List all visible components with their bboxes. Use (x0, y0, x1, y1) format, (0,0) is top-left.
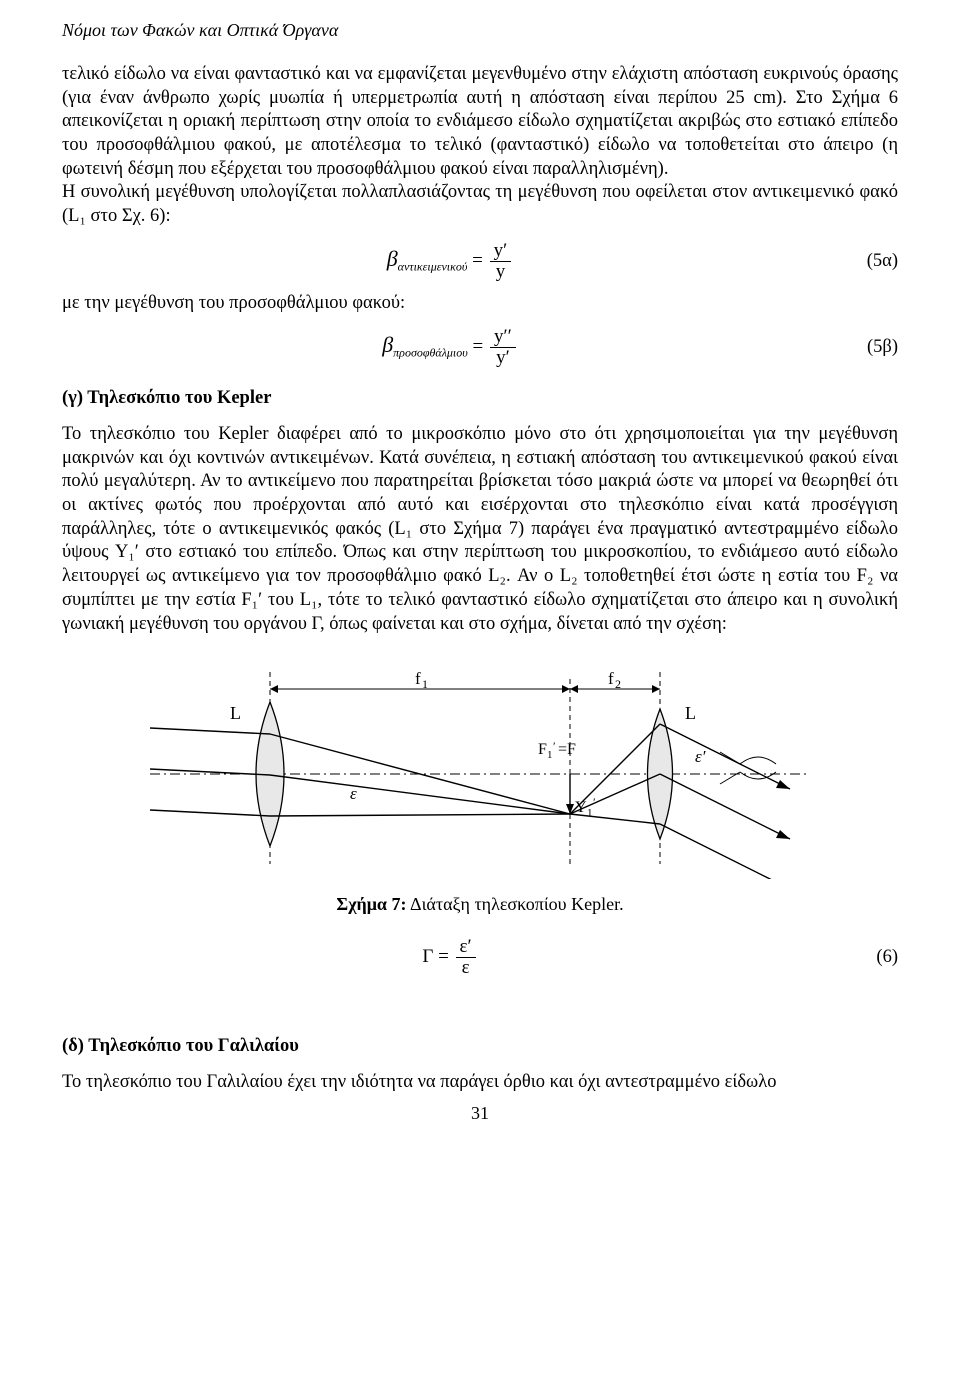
eq6-expr: Γ = ε′ ε (62, 937, 838, 978)
paragraph-4: Το τηλεσκόπιο του Kepler διαφέρει από το… (62, 423, 898, 636)
figure-7: f 1 f 2 L L (62, 654, 898, 884)
label-Y1: Y (575, 799, 587, 816)
eq5b-expr: βπροσοφθάλμιου = y′′ y′ (62, 327, 838, 368)
eq6-number: (6) (838, 947, 898, 968)
label-f1: f (415, 669, 421, 688)
svg-text:′: ′ (553, 739, 556, 753)
page: Νόμοι των Φακών και Οπτικά Όργανα τελικό… (0, 0, 960, 1396)
fig7-caption-bold: Σχήμα 7: (336, 894, 406, 914)
section-c-heading: (γ) Τηλεσκόπιο του Kepler (62, 388, 898, 409)
running-head: Νόμοι των Φακών και Οπτικά Όργανα (62, 20, 898, 41)
svg-text:′: ′ (593, 795, 596, 809)
svg-text:1: 1 (547, 749, 553, 761)
equation-6: Γ = ε′ ε (6) (62, 937, 898, 978)
label-eps: ε (350, 784, 357, 803)
para1-text: τελικό είδωλο να είναι φανταστικό και να… (62, 63, 898, 181)
para4-text: Το τηλεσκόπιο του Kepler διαφέρει από το… (62, 423, 898, 636)
eq5a-number: (5α) (838, 251, 898, 272)
label-eps-prime: ε′ (695, 747, 706, 766)
page-number: 31 (62, 1103, 898, 1124)
label-F1F: F (538, 741, 547, 758)
svg-text:1: 1 (587, 807, 593, 819)
eq5a-expr: βαντικειμενικού = y′ y (62, 241, 838, 282)
para2-text: Η συνολική μεγέθυνση υπολογίζεται πολλαπ… (62, 181, 898, 228)
para5-text: Το τηλεσκόπιο του Γαλιλαίου έχει την ιδι… (62, 1071, 898, 1095)
label-L-right: L (685, 703, 696, 723)
label-L-left: L (230, 703, 241, 723)
paragraph-5: Το τηλεσκόπιο του Γαλιλαίου έχει την ιδι… (62, 1071, 898, 1095)
paragraph-3: με την μεγέθυνση του προσοφθάλμιου φακού… (62, 292, 898, 316)
label-f2-sub: 2 (615, 677, 621, 691)
figure-7-svg: f 1 f 2 L L (150, 654, 810, 879)
section-d-heading: (δ) Τηλεσκόπιο του Γαλιλαίου (62, 1036, 898, 1057)
svg-text:=F: =F (558, 741, 576, 758)
para3-text: με την μεγέθυνση του προσοφθάλμιου φακού… (62, 292, 898, 316)
figure-7-caption: Σχήμα 7: Διάταξη τηλεσκοπίου Kepler. (62, 894, 898, 915)
label-f2: f (608, 669, 614, 688)
paragraph-1: τελικό είδωλο να είναι φανταστικό και να… (62, 63, 898, 229)
equation-5b: βπροσοφθάλμιου = y′′ y′ (5β) (62, 327, 898, 368)
label-f1-sub: 1 (422, 677, 428, 691)
eq5b-number: (5β) (838, 337, 898, 358)
equation-5a: βαντικειμενικού = y′ y (5α) (62, 241, 898, 282)
fig7-caption-rest: Διάταξη τηλεσκοπίου Kepler. (406, 894, 623, 914)
